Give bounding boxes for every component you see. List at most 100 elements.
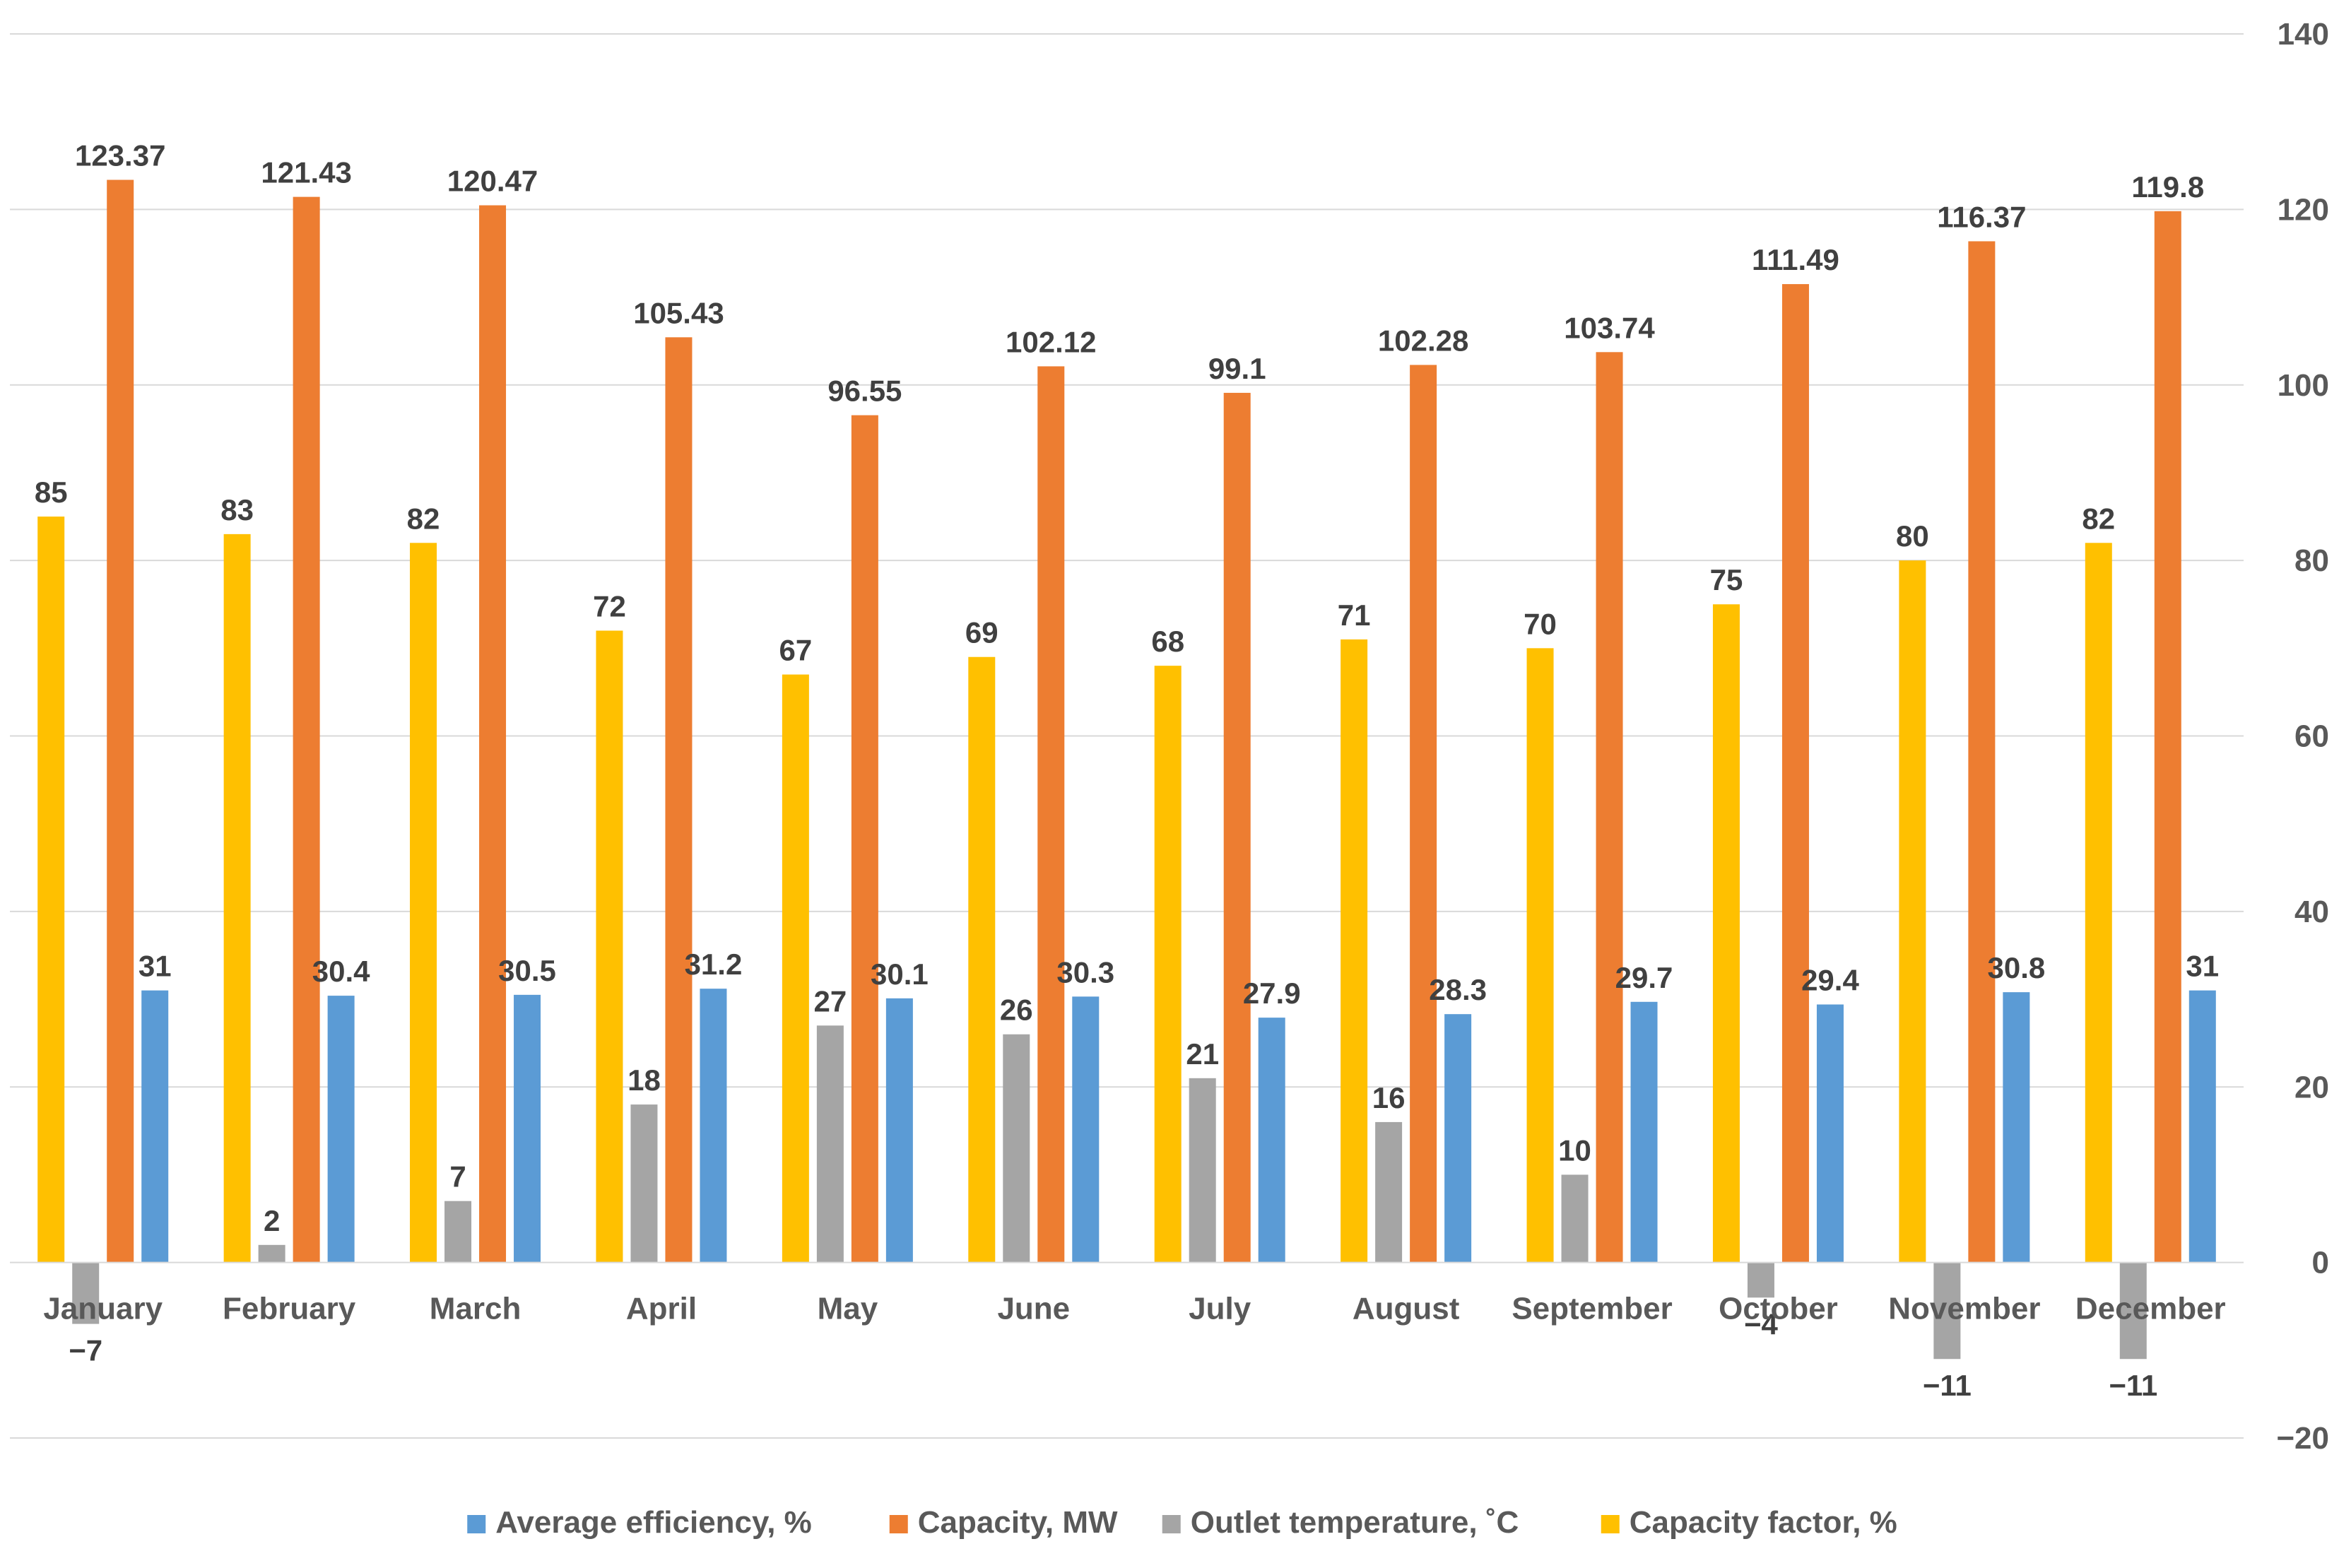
bar <box>444 1201 472 1263</box>
y-tick-label: 60 <box>2294 719 2329 754</box>
bar <box>2085 543 2112 1263</box>
data-label: 31 <box>139 950 172 983</box>
bar <box>1781 284 1809 1263</box>
x-axis: January February March April May June July Augu… <box>10 1261 2244 1326</box>
bar <box>479 205 507 1263</box>
bar <box>1072 996 1100 1263</box>
bar <box>1561 1174 1589 1263</box>
bar <box>782 674 809 1263</box>
legend-label: Average efficiency, % <box>495 1505 812 1540</box>
y-tick-label: 80 <box>2294 543 2329 578</box>
x-tick-label: October <box>1719 1292 1838 1326</box>
x-tick-label: June <box>997 1292 1070 1326</box>
y-axis: −20 0 20 40 60 80 100 120 140 <box>2276 17 2329 1456</box>
data-label: 30.1 <box>871 957 929 991</box>
bar <box>1747 1262 1774 1298</box>
bar <box>700 989 727 1263</box>
bar <box>258 1244 285 1263</box>
bar <box>2154 211 2181 1263</box>
bar <box>1375 1121 1403 1263</box>
bar <box>1003 1034 1030 1263</box>
bar <box>1037 366 1065 1263</box>
bar <box>968 656 996 1263</box>
bar <box>141 990 169 1263</box>
data-label: 27 <box>814 984 847 1018</box>
bar <box>1630 1001 1658 1263</box>
bar <box>514 994 541 1263</box>
data-label: −11 <box>2109 1369 2157 1402</box>
bar <box>596 630 623 1263</box>
x-tick-label: February <box>223 1292 356 1326</box>
bar <box>1933 1262 1961 1360</box>
bar <box>851 415 878 1263</box>
bar <box>885 998 913 1263</box>
x-tick-label: November <box>1888 1292 2040 1326</box>
data-label: 102.12 <box>1006 325 1096 358</box>
bar <box>1410 365 1437 1263</box>
bar <box>1816 1004 1844 1263</box>
data-label: 103.74 <box>1564 311 1655 344</box>
data-label: 67 <box>779 634 813 667</box>
bar <box>327 996 355 1263</box>
data-label: 82 <box>2082 502 2115 535</box>
y-tick-label: 0 <box>2312 1246 2329 1280</box>
data-label: 116.37 <box>1937 200 2026 233</box>
data-label: 121.43 <box>261 156 351 189</box>
bar <box>816 1025 844 1263</box>
data-label: 26 <box>1000 994 1033 1027</box>
data-label: 99.1 <box>1208 352 1266 385</box>
bar <box>1444 1014 1472 1263</box>
data-label: 71 <box>1338 599 1371 632</box>
data-label: 30.8 <box>1988 951 2046 984</box>
bar <box>107 179 134 1263</box>
data-label: 31.2 <box>685 948 743 981</box>
data-label: 27.9 <box>1243 977 1301 1010</box>
y-tick-label: 100 <box>2278 368 2329 403</box>
x-tick-label: December <box>2075 1292 2226 1326</box>
bar <box>1258 1018 1285 1263</box>
data-label: 10 <box>1558 1133 1591 1167</box>
data-label: 123.37 <box>75 139 165 172</box>
x-tick-label: September <box>1512 1292 1672 1326</box>
data-label: 105.43 <box>633 296 724 329</box>
bar <box>1899 560 1926 1263</box>
data-label: 102.28 <box>1378 324 1468 357</box>
legend: Average efficiency, % Capacity, MW Outlet … <box>467 1505 1897 1540</box>
bar <box>1341 639 1368 1263</box>
data-label: 119.8 <box>2131 170 2204 204</box>
bar <box>630 1104 658 1263</box>
bar <box>37 517 65 1263</box>
data-label: −11 <box>1923 1369 1972 1402</box>
bar <box>665 337 693 1263</box>
bar <box>223 534 251 1263</box>
data-label: 29.4 <box>1801 964 1859 997</box>
data-label: −4 <box>1744 1307 1779 1340</box>
data-label: 85 <box>35 476 68 509</box>
legend-swatch <box>1162 1515 1181 1533</box>
data-label: 80 <box>1896 519 1929 553</box>
bar <box>1189 1078 1216 1263</box>
data-label: 30.3 <box>1056 955 1114 989</box>
y-tick-label: 140 <box>2278 17 2329 52</box>
y-tick-label: 20 <box>2294 1070 2329 1104</box>
bar <box>1223 392 1251 1263</box>
x-tick-label: August <box>1353 1292 1460 1326</box>
x-tick-label: July <box>1189 1292 1251 1326</box>
data-label: 83 <box>220 493 254 526</box>
bar <box>410 543 437 1263</box>
data-label: 82 <box>407 502 440 535</box>
x-tick-label: April <box>626 1292 697 1326</box>
data-label: 30.5 <box>498 954 556 987</box>
data-label: 111.49 <box>1752 243 1839 276</box>
bar <box>1968 241 1996 1263</box>
y-tick-label: 120 <box>2278 192 2329 227</box>
y-tick-label: −20 <box>2276 1421 2329 1456</box>
bar <box>2003 992 2030 1263</box>
data-label: 18 <box>628 1063 661 1097</box>
data-label: 29.7 <box>1615 961 1673 994</box>
x-tick-label: May <box>818 1292 878 1326</box>
bar <box>1154 666 1182 1263</box>
data-label: 70 <box>1524 607 1557 640</box>
data-label: 96.55 <box>827 375 902 408</box>
